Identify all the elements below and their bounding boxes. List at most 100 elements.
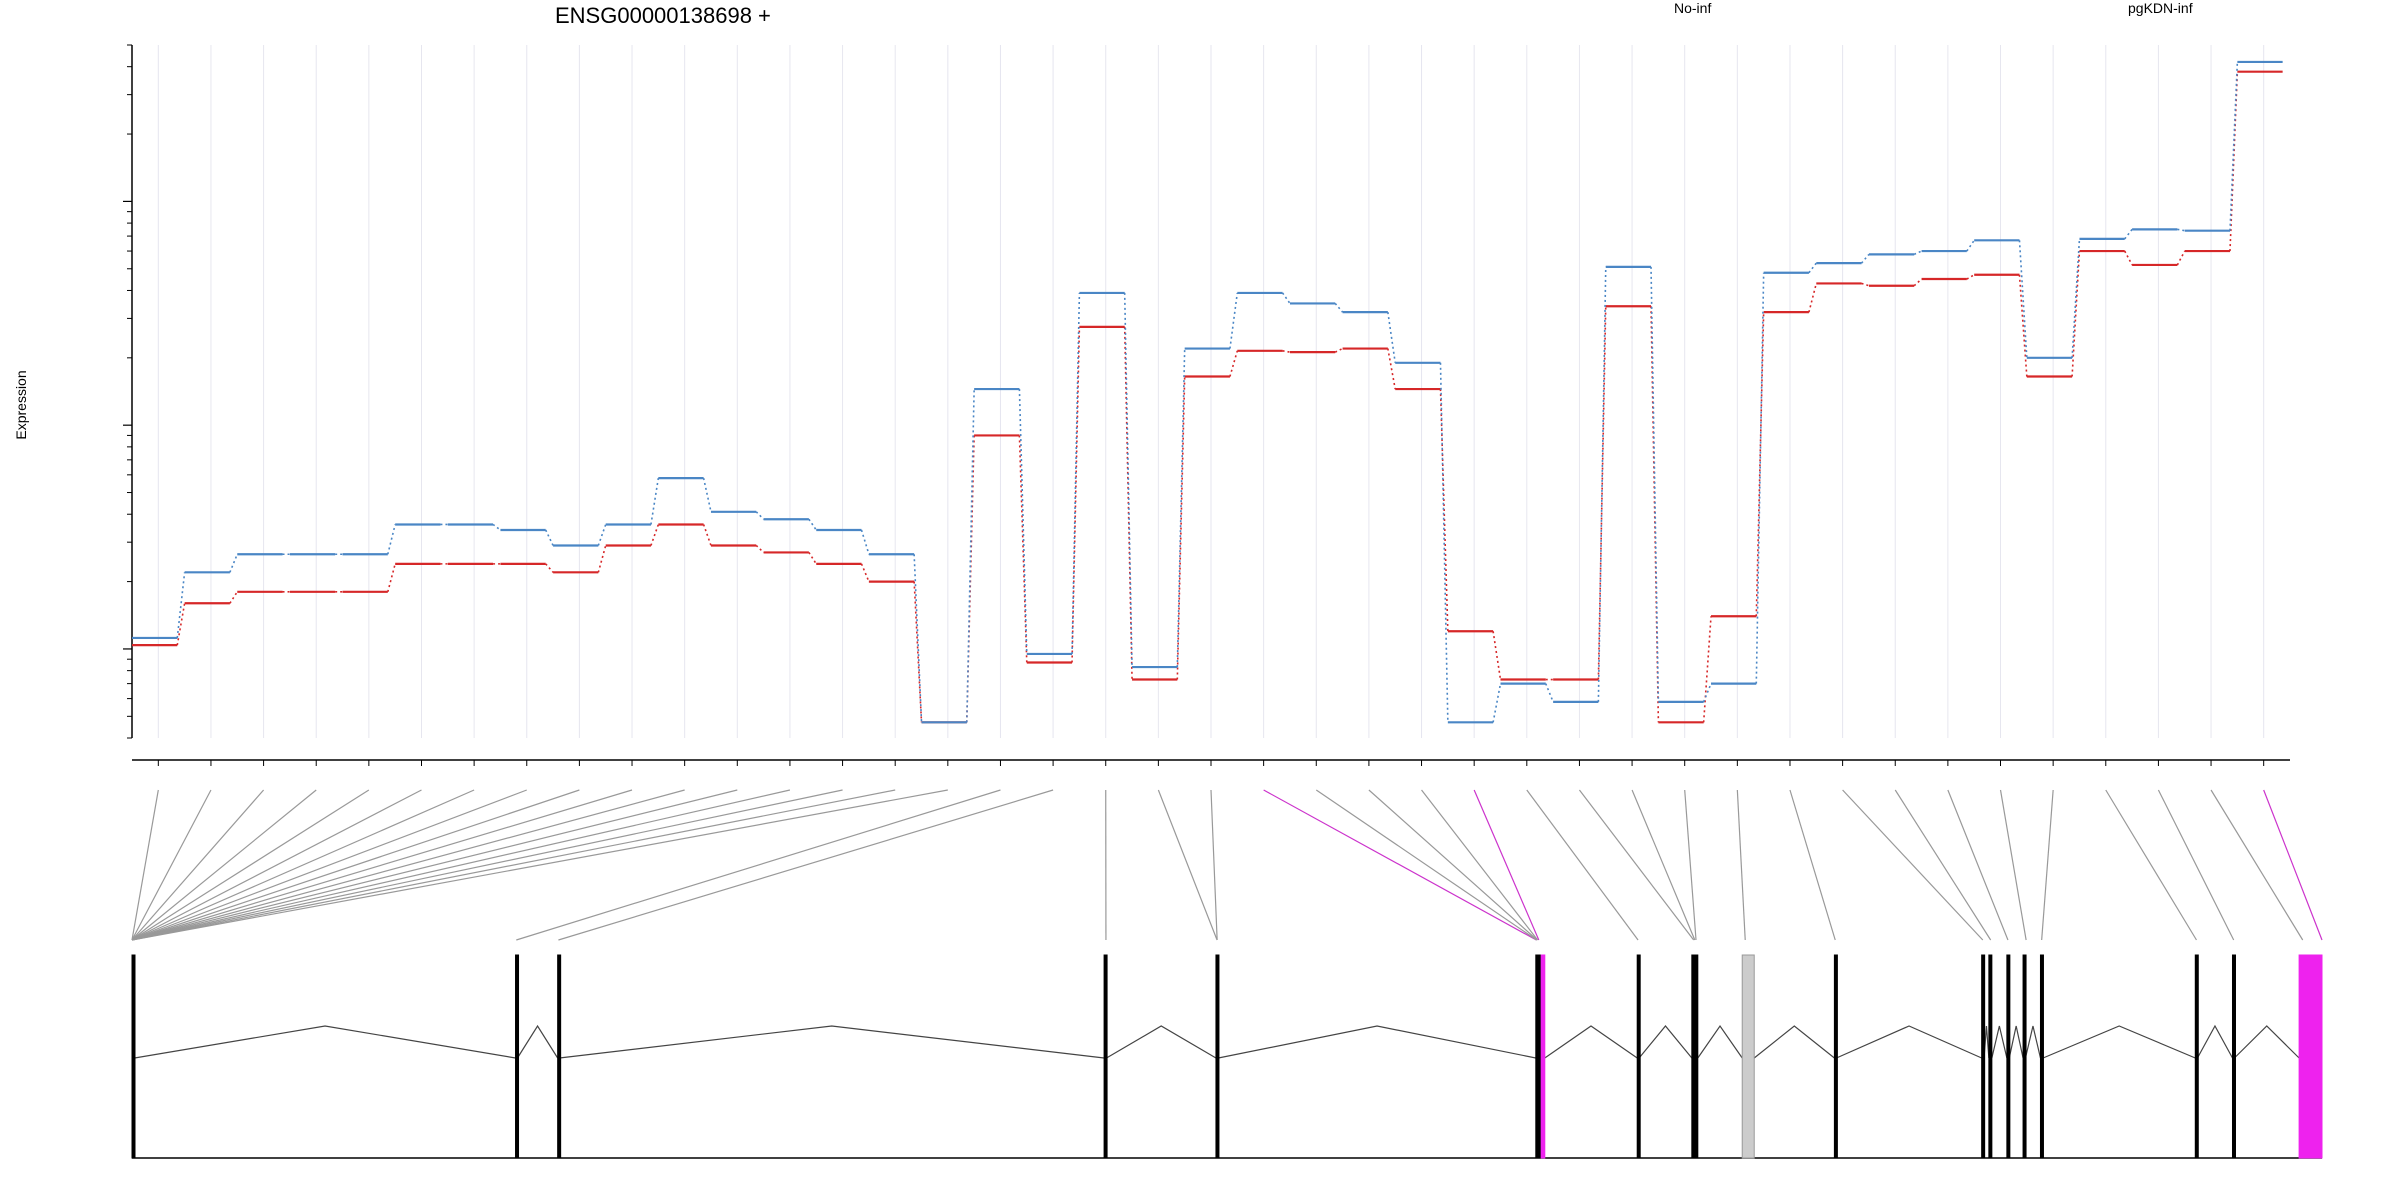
step-connector <box>1176 376 1186 680</box>
exon-box <box>2231 954 2236 1159</box>
connector-e004 <box>131 789 317 941</box>
step-connector <box>1702 683 1712 703</box>
connector-e029 <box>1631 789 1696 941</box>
intron-line <box>2008 1025 2024 1059</box>
exon-box <box>2039 954 2044 1159</box>
connector-e016 <box>131 789 948 941</box>
step-connector <box>387 563 396 593</box>
step-connector <box>1966 274 1975 280</box>
step-connector <box>1334 302 1344 313</box>
step-connector <box>650 477 660 525</box>
connector-e036 <box>1999 789 2027 941</box>
intron-line <box>1544 1025 1638 1059</box>
step-connector <box>1282 350 1291 353</box>
connector-e013 <box>131 789 791 941</box>
step-connector <box>650 524 660 546</box>
step-connector <box>1123 292 1133 668</box>
exon-box <box>1535 954 1542 1159</box>
step-connector <box>2124 228 2133 240</box>
step-connector <box>702 477 712 512</box>
connector-e018 <box>558 789 1054 941</box>
connector-e014 <box>131 789 843 941</box>
step-connector <box>1808 262 1817 274</box>
step-connector <box>1071 326 1081 663</box>
step-connector <box>1861 282 1870 287</box>
exon-box <box>1691 954 1699 1159</box>
legend-entry-no-inf: No-inf <box>1674 0 1711 16</box>
connector-e041 <box>2263 789 2323 941</box>
step-connector <box>2177 228 2185 232</box>
exon-box <box>1833 954 1838 1159</box>
exon-box <box>1988 954 1993 1159</box>
intron-line <box>1836 1025 1982 1059</box>
step-connector <box>1071 292 1081 654</box>
exon-box <box>557 954 562 1159</box>
exon-box <box>2298 954 2323 1159</box>
exon-box <box>1636 954 1641 1159</box>
step-connector <box>1334 347 1343 353</box>
step-connector <box>702 524 712 546</box>
connector-e026 <box>1473 789 1540 941</box>
series-lines <box>132 60 2283 724</box>
step-connector <box>1281 292 1291 304</box>
step-connector <box>2124 250 2133 266</box>
connector-e023 <box>1315 789 1537 941</box>
connector-e030 <box>1684 789 1697 941</box>
step-connector <box>1860 253 1870 264</box>
connector-e002 <box>131 789 212 941</box>
step-connector <box>1492 631 1502 680</box>
step-connector <box>545 563 554 573</box>
series-pgkdn-inf <box>132 60 2283 724</box>
connector-e038 <box>2105 789 2197 941</box>
exon-box <box>1540 954 1546 1159</box>
connector-e011 <box>131 789 685 941</box>
connector-e037 <box>2041 789 2054 941</box>
grid-lines <box>157 45 2265 738</box>
exon-box <box>1215 954 1220 1159</box>
connector-e021 <box>1210 789 1218 941</box>
intron-line <box>2233 1025 2300 1059</box>
step-connector <box>1176 348 1186 668</box>
exon-box <box>2194 954 2199 1159</box>
intron-line <box>2042 1025 2196 1059</box>
exon-box <box>2006 954 2011 1159</box>
step-connector <box>913 581 923 723</box>
step-connector <box>1913 250 1922 256</box>
step-connector <box>965 435 975 723</box>
connector-e039 <box>2157 789 2235 941</box>
connector-e001 <box>131 789 159 941</box>
connector-e027 <box>1526 789 1639 941</box>
connector-e022 <box>1263 789 1537 941</box>
step-connector <box>597 545 607 573</box>
intron-line <box>2196 1024 2234 1059</box>
step-connector <box>1387 312 1397 363</box>
step-connector <box>755 544 765 554</box>
step-connector <box>808 551 817 565</box>
step-connector <box>1018 389 1028 654</box>
intron-line <box>1697 1024 1743 1059</box>
intron-line <box>1106 1025 1217 1059</box>
intron-line <box>1753 1025 1835 1059</box>
step-connector <box>1387 348 1397 390</box>
step-connector <box>387 524 396 555</box>
connector-e012 <box>131 789 738 941</box>
step-connector <box>229 591 238 604</box>
step-connector <box>913 554 923 723</box>
step-connector <box>755 511 765 520</box>
intron-line <box>559 1025 1105 1059</box>
intron-line <box>1218 1025 1536 1059</box>
gene-model-track <box>131 954 2323 1159</box>
connector-e028 <box>1578 789 1695 941</box>
connector-e032 <box>1789 789 1836 941</box>
step-connector <box>2071 238 2081 358</box>
step-connector <box>1808 283 1818 313</box>
step-connector <box>492 523 501 531</box>
connector-e005 <box>131 789 370 941</box>
exon-box <box>2022 954 2027 1159</box>
connector-e010 <box>131 789 633 941</box>
intron-line <box>1991 1025 2008 1059</box>
series-no-inf <box>132 70 2283 724</box>
step-connector <box>1913 278 1923 287</box>
step-connector <box>1229 350 1239 377</box>
